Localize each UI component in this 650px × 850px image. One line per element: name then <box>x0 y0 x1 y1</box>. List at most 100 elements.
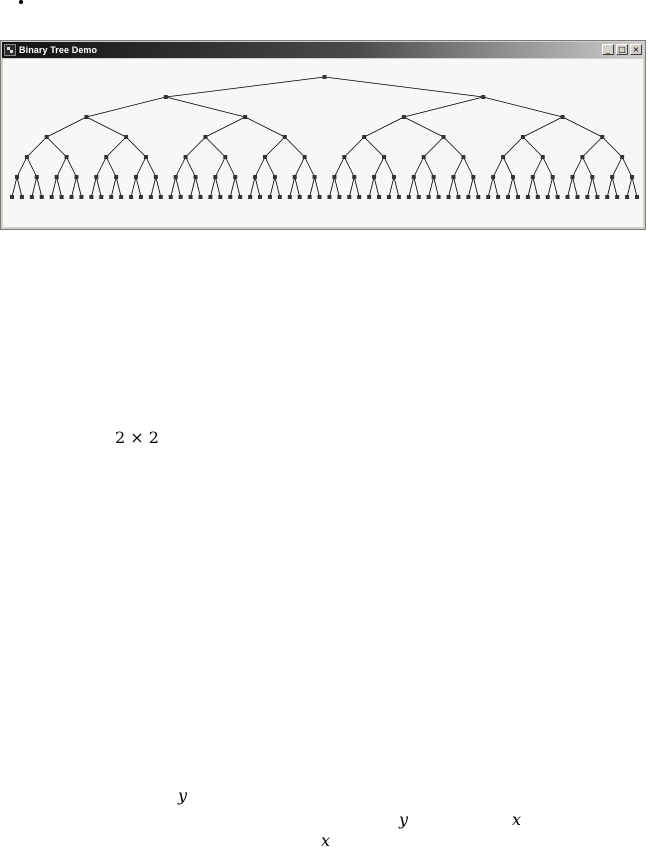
tree-edge <box>46 116 87 138</box>
tree-edge <box>443 136 464 158</box>
tree-edge <box>46 136 67 158</box>
tree-edge <box>205 136 226 158</box>
tree-leaf-node <box>218 195 223 199</box>
tree-leaf-node <box>525 195 530 199</box>
tree-leaf-node <box>109 195 114 199</box>
tree-edge <box>264 136 286 158</box>
tree-edge <box>274 176 281 198</box>
tree-leaf-node <box>148 195 153 199</box>
tree-node <box>540 155 545 159</box>
tree-node <box>471 175 476 179</box>
tree-edge <box>572 176 578 198</box>
binary-tree-canvas <box>10 75 639 199</box>
tree-edge <box>289 176 296 198</box>
tree-node <box>362 135 367 139</box>
tree-edge <box>373 176 380 198</box>
tree-edge <box>249 176 256 198</box>
tree-leaf-node <box>208 195 213 199</box>
tree-edge <box>90 176 97 198</box>
tree-node <box>630 175 635 179</box>
tree-leaf-node <box>89 195 94 199</box>
tree-leaf-node <box>565 195 570 199</box>
tree-edge <box>125 136 147 158</box>
tree-node <box>14 175 19 179</box>
tree-leaf-node <box>178 195 183 199</box>
tree-edge <box>423 136 444 158</box>
tree-leaf-node <box>129 195 134 199</box>
tree-node <box>104 155 109 159</box>
tree-edge <box>165 76 325 98</box>
tree-leaf-node <box>386 195 391 199</box>
tree-edge <box>344 136 365 158</box>
tree-edge <box>165 96 246 118</box>
tree-leaf-node <box>337 195 342 199</box>
tree-edge <box>135 176 142 198</box>
tree-leaf-node <box>625 195 630 199</box>
tree-edge <box>542 156 554 178</box>
tree-node <box>600 135 605 139</box>
title-bar[interactable]: Binary Tree Demo _ □ × <box>2 42 644 58</box>
tree-edge <box>284 136 305 158</box>
tree-leaf-node <box>585 195 590 199</box>
tree-leaf-node <box>456 195 461 199</box>
tree-node <box>143 155 148 159</box>
tree-edge <box>195 176 201 198</box>
maximize-button[interactable]: □ <box>616 44 628 55</box>
tree-leaf-node <box>367 195 372 199</box>
tree-edge <box>324 76 484 98</box>
tree-edges <box>11 76 638 198</box>
tree-edge <box>150 176 157 198</box>
bullet-mark <box>19 0 23 4</box>
tree-edge <box>408 176 415 198</box>
tree-node <box>183 155 188 159</box>
tree-node <box>44 135 49 139</box>
tree-edge <box>105 136 127 158</box>
minimize-button[interactable]: _ <box>602 44 614 55</box>
tree-edge <box>492 176 499 198</box>
tree-edge <box>611 176 618 198</box>
tree-node <box>24 155 29 159</box>
tree-edge <box>170 176 177 198</box>
tree-leaf-node <box>327 195 332 199</box>
tree-node <box>253 175 258 179</box>
tree-node <box>292 175 297 179</box>
tree-edge <box>51 176 58 198</box>
tree-edge <box>175 176 182 198</box>
tree-leaf-node <box>188 195 193 199</box>
variable-x-2: x <box>321 831 331 850</box>
tree-edge <box>388 176 395 198</box>
tree-leaf-node <box>615 195 620 199</box>
app-icon[interactable] <box>4 44 16 56</box>
tree-edge <box>363 136 385 158</box>
tree-node <box>411 175 416 179</box>
tree-leaf-node <box>436 195 441 199</box>
tree-edge <box>591 176 598 198</box>
tree-node <box>382 155 387 159</box>
tree-edge <box>31 176 38 198</box>
tree-node <box>173 175 178 179</box>
tree-node <box>114 175 119 179</box>
tree-edge <box>343 156 355 178</box>
tree-node <box>302 155 307 159</box>
tree-node <box>54 175 59 179</box>
tree-edge <box>254 156 266 178</box>
tree-leaf-node <box>446 195 451 199</box>
tree-node <box>580 155 585 159</box>
tree-edge <box>56 156 67 178</box>
tree-leaf-node <box>486 195 491 199</box>
variable-y-2: y <box>399 810 409 829</box>
tree-leaf-node <box>29 195 34 199</box>
close-button[interactable]: × <box>630 44 642 55</box>
tree-node <box>501 155 506 159</box>
tree-edge <box>502 156 514 178</box>
tree-edge <box>269 176 276 198</box>
tree-edge <box>76 176 82 198</box>
tree-node <box>590 175 595 179</box>
tree-leaf-node <box>496 195 501 199</box>
tree-edge <box>26 136 48 158</box>
tree-edge <box>582 156 593 178</box>
tree-edge <box>244 116 285 138</box>
tree-leaf-node <box>506 195 511 199</box>
tree-edge <box>626 176 633 198</box>
tree-leaf-node <box>535 195 540 199</box>
